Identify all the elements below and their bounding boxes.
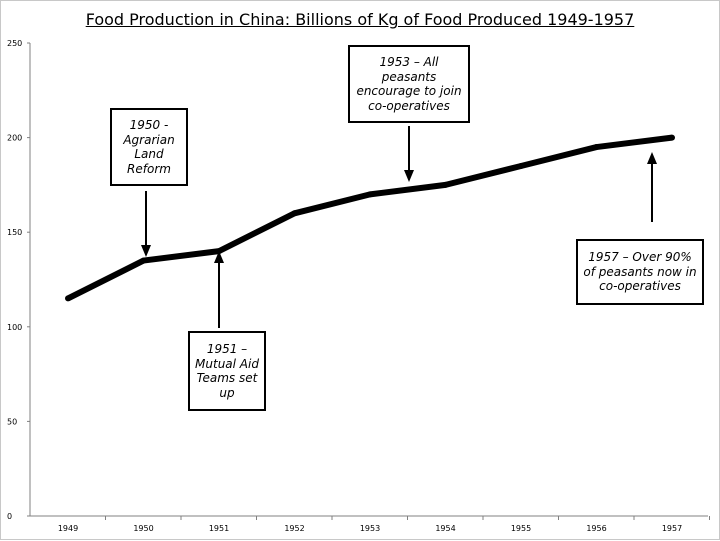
data-point-1949 xyxy=(65,295,71,302)
data-point-1957 xyxy=(669,134,675,141)
x-tick-label: 1957 xyxy=(662,524,682,533)
y-tick-label: 100 xyxy=(7,323,22,332)
x-tick-label: 1951 xyxy=(209,524,229,533)
callout-1950: 1950 - Agrarian Land Reform xyxy=(110,108,188,186)
callout-1957: 1957 – Over 90% of peasants now in co-op… xyxy=(576,239,704,305)
y-tick-label: 150 xyxy=(7,228,22,237)
x-tick-label: 1949 xyxy=(58,524,78,533)
callout-1950-text: 1950 - Agrarian Land Reform xyxy=(123,118,175,176)
y-tick-label: 250 xyxy=(7,39,22,48)
chart-title: Food Production in China: Billions of Kg… xyxy=(85,10,635,29)
y-tick-label: 200 xyxy=(7,134,22,143)
arrow-1957-head xyxy=(647,152,657,164)
data-point-1954 xyxy=(442,181,449,188)
x-tick-label: 1954 xyxy=(435,524,455,533)
callout-1951: 1951 – Mutual Aid Teams set up xyxy=(188,331,266,411)
x-tick-label: 1956 xyxy=(586,524,606,533)
callout-1953-text: 1953 – All peasants encourage to join co… xyxy=(356,55,462,113)
arrow-1951-head xyxy=(214,251,224,263)
arrow-1953-head xyxy=(404,170,414,182)
data-point-1955 xyxy=(518,162,524,169)
x-tick-label: 1955 xyxy=(511,524,531,533)
callout-1953: 1953 – All peasants encourage to join co… xyxy=(348,45,470,123)
arrow-1950-head xyxy=(141,245,151,257)
callout-1951-text: 1951 – Mutual Aid Teams set up xyxy=(195,342,259,400)
y-tick-label: 0 xyxy=(7,512,12,521)
x-tick-label: 1952 xyxy=(284,524,304,533)
data-point-1950 xyxy=(140,257,147,264)
data-point-1951 xyxy=(216,248,222,255)
x-tick-label: 1950 xyxy=(133,524,153,533)
data-point-1953 xyxy=(367,191,373,198)
data-point-1952 xyxy=(291,210,298,217)
callout-1957-text: 1957 – Over 90% of peasants now in co-op… xyxy=(583,250,697,294)
y-tick-label: 50 xyxy=(7,417,17,426)
data-point-1956 xyxy=(593,144,600,151)
x-tick-label: 1953 xyxy=(360,524,380,533)
